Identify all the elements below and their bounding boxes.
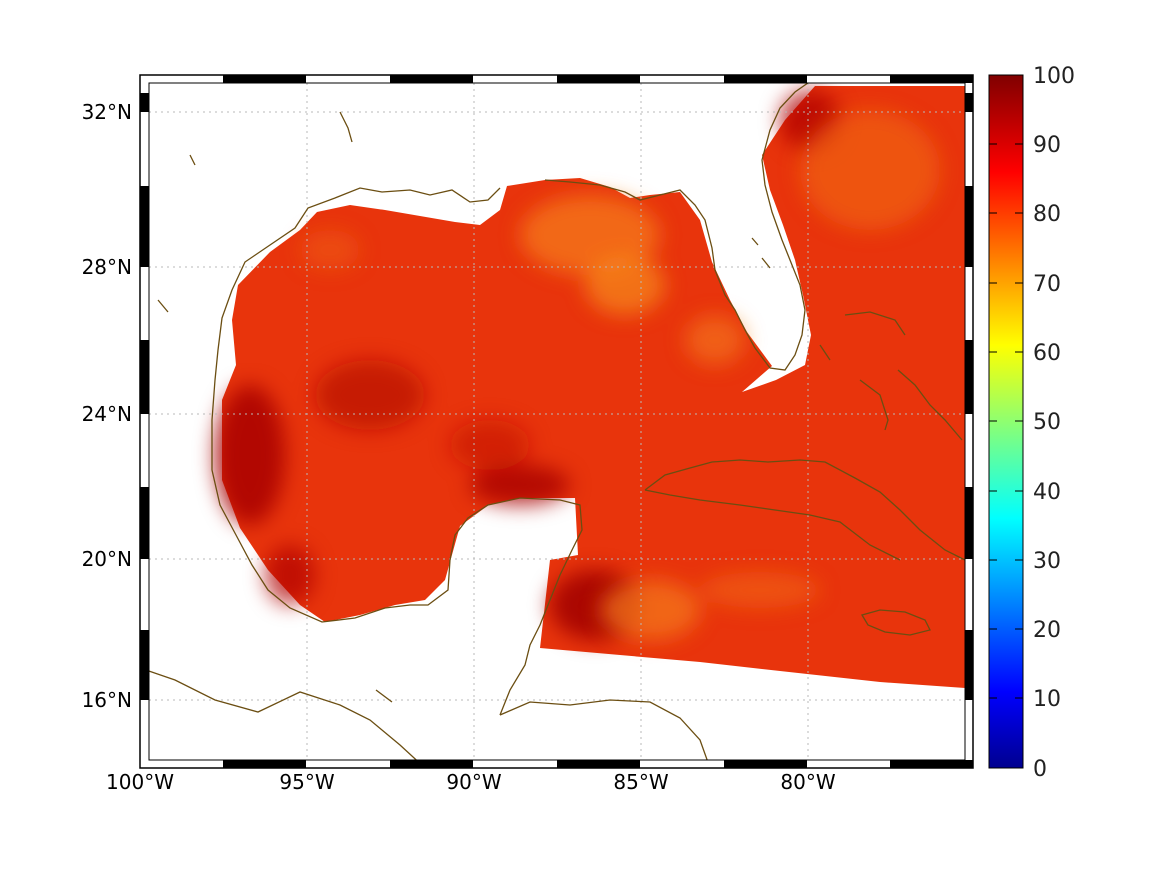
coast-bahamas xyxy=(819,311,963,441)
colorbar-tick-label: 70 xyxy=(1033,272,1061,297)
colorbar: 100 90 80 70 60 50 40 30 20 10 0 xyxy=(988,64,1075,782)
lon-tick-label: 85°W xyxy=(613,770,668,794)
colorbar-tick-label: 90 xyxy=(1033,133,1061,158)
lon-tick-label: 90°W xyxy=(446,770,501,794)
gulf-field-region xyxy=(222,86,965,688)
lat-tick-label: 32°N xyxy=(82,100,132,124)
coastlines xyxy=(149,83,965,760)
colorbar-tick-label: 80 xyxy=(1033,202,1061,227)
lat-tick-label: 24°N xyxy=(82,402,132,426)
lat-tick-label: 20°N xyxy=(82,547,132,571)
map-frame xyxy=(139,74,974,769)
colorbar-tick-label: 10 xyxy=(1033,687,1061,712)
colorbar-tick-label: 20 xyxy=(1033,618,1061,643)
lat-tick-label: 16°N xyxy=(82,688,132,712)
graticule xyxy=(149,83,965,760)
cool-patch-cuba-south xyxy=(700,572,820,608)
colorbar-tick-label: 50 xyxy=(1033,410,1061,435)
lon-tick-label: 100°W xyxy=(106,770,174,794)
coast-jamaica xyxy=(861,609,931,636)
cool-patch-west xyxy=(300,230,360,270)
colorbar-tick-label: 0 xyxy=(1033,757,1047,782)
lon-tick-label: 80°W xyxy=(780,770,835,794)
data-field xyxy=(215,86,965,688)
hot-patch-south xyxy=(450,420,530,470)
cool-patch-atlantic xyxy=(800,110,940,230)
cool-patch-caribbean xyxy=(600,580,700,640)
hot-patch-western-gulf xyxy=(215,385,285,525)
lon-tick-label: 95°W xyxy=(279,770,334,794)
coast-gulf-us-mexico xyxy=(211,187,583,716)
hot-patch-campeche xyxy=(470,465,570,505)
hot-patch-mexico-coast xyxy=(265,545,315,605)
lat-tick-labels: 32°N 28°N 24°N 20°N 16°N xyxy=(82,100,132,712)
coast-florida xyxy=(544,83,809,371)
lon-tick-labels: 100°W 95°W 90°W 85°W 80°W xyxy=(106,770,836,794)
colorbar-tick-label: 30 xyxy=(1033,549,1061,574)
colorbar-tick-label: 100 xyxy=(1033,64,1075,89)
colorbar-tick-label: 40 xyxy=(1033,480,1061,505)
coast-cuba xyxy=(644,459,965,561)
hot-patch-central-gulf xyxy=(315,360,425,430)
lat-tick-label: 28°N xyxy=(82,255,132,279)
coast-islands xyxy=(157,111,771,703)
colorbar-tick-label: 60 xyxy=(1033,341,1061,366)
cool-patch-panhandle xyxy=(585,255,665,315)
cool-patch-east-gulf xyxy=(685,315,745,365)
coast-central-america xyxy=(149,670,708,760)
